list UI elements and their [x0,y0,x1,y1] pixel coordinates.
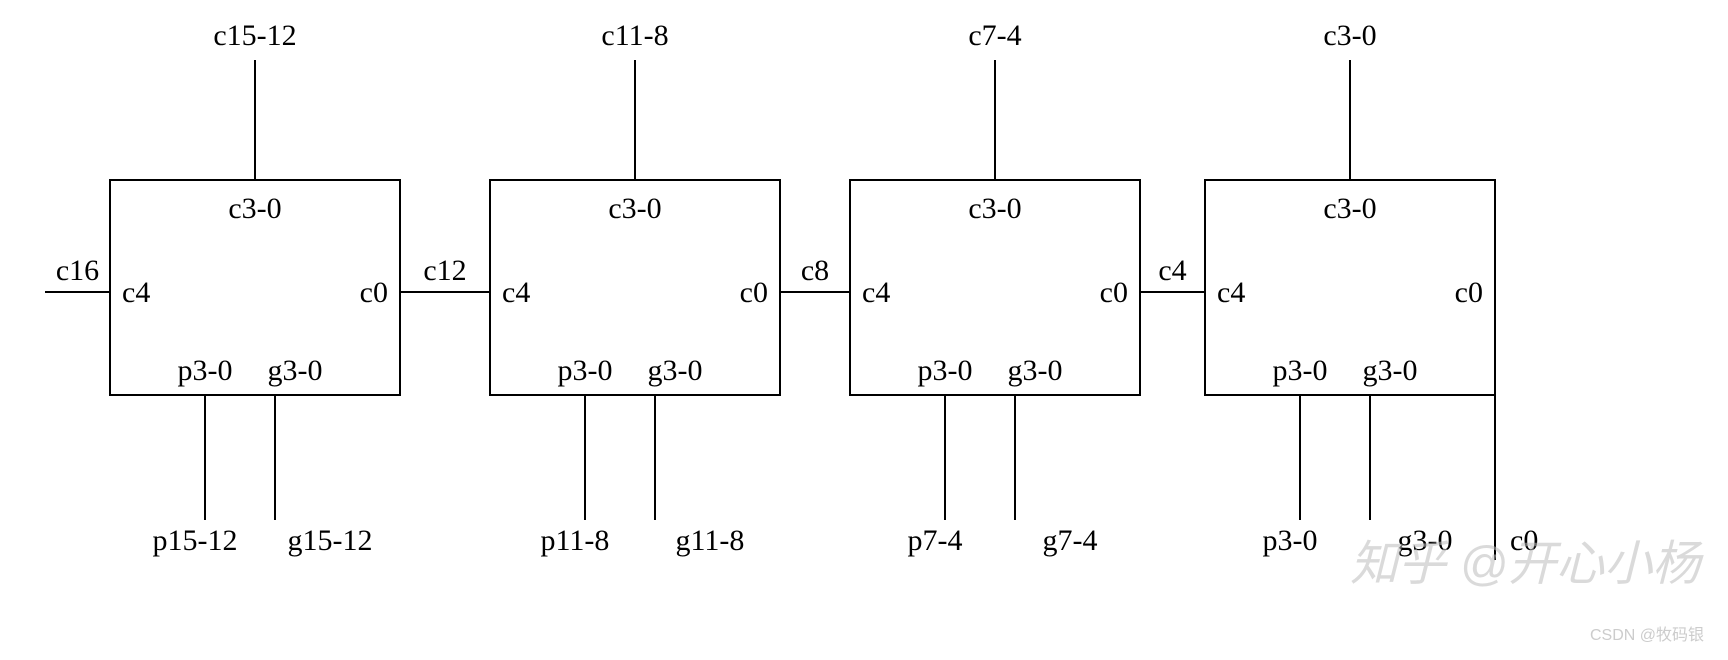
port-label-left: c4 [502,276,530,309]
port-label-p: p3-0 [918,354,973,387]
watermark-zhihu: 知乎 @开心小杨 [1350,538,1704,591]
port-label-left: c4 [862,276,890,309]
port-label-top: c3-0 [228,192,281,225]
p-input-label: p11-8 [541,524,610,557]
port-label-p: p3-0 [558,354,613,387]
port-label-right: c0 [740,276,768,309]
port-label-g: g3-0 [1008,354,1063,387]
top-output-label: c3-0 [1323,19,1376,52]
g-input-label: g15-12 [288,524,373,557]
port-label-top: c3-0 [608,192,661,225]
p-input-label: p3-0 [1263,524,1318,557]
carry-lookahead-diagram: c15-12 c3-0 c4 c0 p3-0 g3-0 p15-12 g15-12 c16 c11… [0,0,1728,660]
carry-out-label: c16 [56,254,99,287]
carry-label: c4 [1158,254,1186,287]
port-label-top: c3-0 [1323,192,1376,225]
port-label-g: g3-0 [1363,354,1418,387]
watermark-csdn: CSDN @牧码银 [1590,626,1704,644]
carry-label: c8 [801,254,829,287]
top-output-label: c11-8 [601,19,668,52]
port-label-p: p3-0 [178,354,233,387]
port-label-left: c4 [1217,276,1245,309]
port-label-right: c0 [1455,276,1483,309]
port-label-g: g3-0 [268,354,323,387]
p-input-label: p7-4 [908,524,963,557]
port-label-g: g3-0 [648,354,703,387]
port-label-right: c0 [360,276,388,309]
port-label-right: c0 [1100,276,1128,309]
top-output-label: c15-12 [213,19,296,52]
top-output-label: c7-4 [968,19,1021,52]
port-label-left: c4 [122,276,150,309]
port-label-top: c3-0 [968,192,1021,225]
port-label-p: p3-0 [1273,354,1328,387]
g-input-label: g11-8 [676,524,745,557]
g-input-label: g7-4 [1043,524,1098,557]
carry-label: c12 [423,254,466,287]
p-input-label: p15-12 [153,524,238,557]
